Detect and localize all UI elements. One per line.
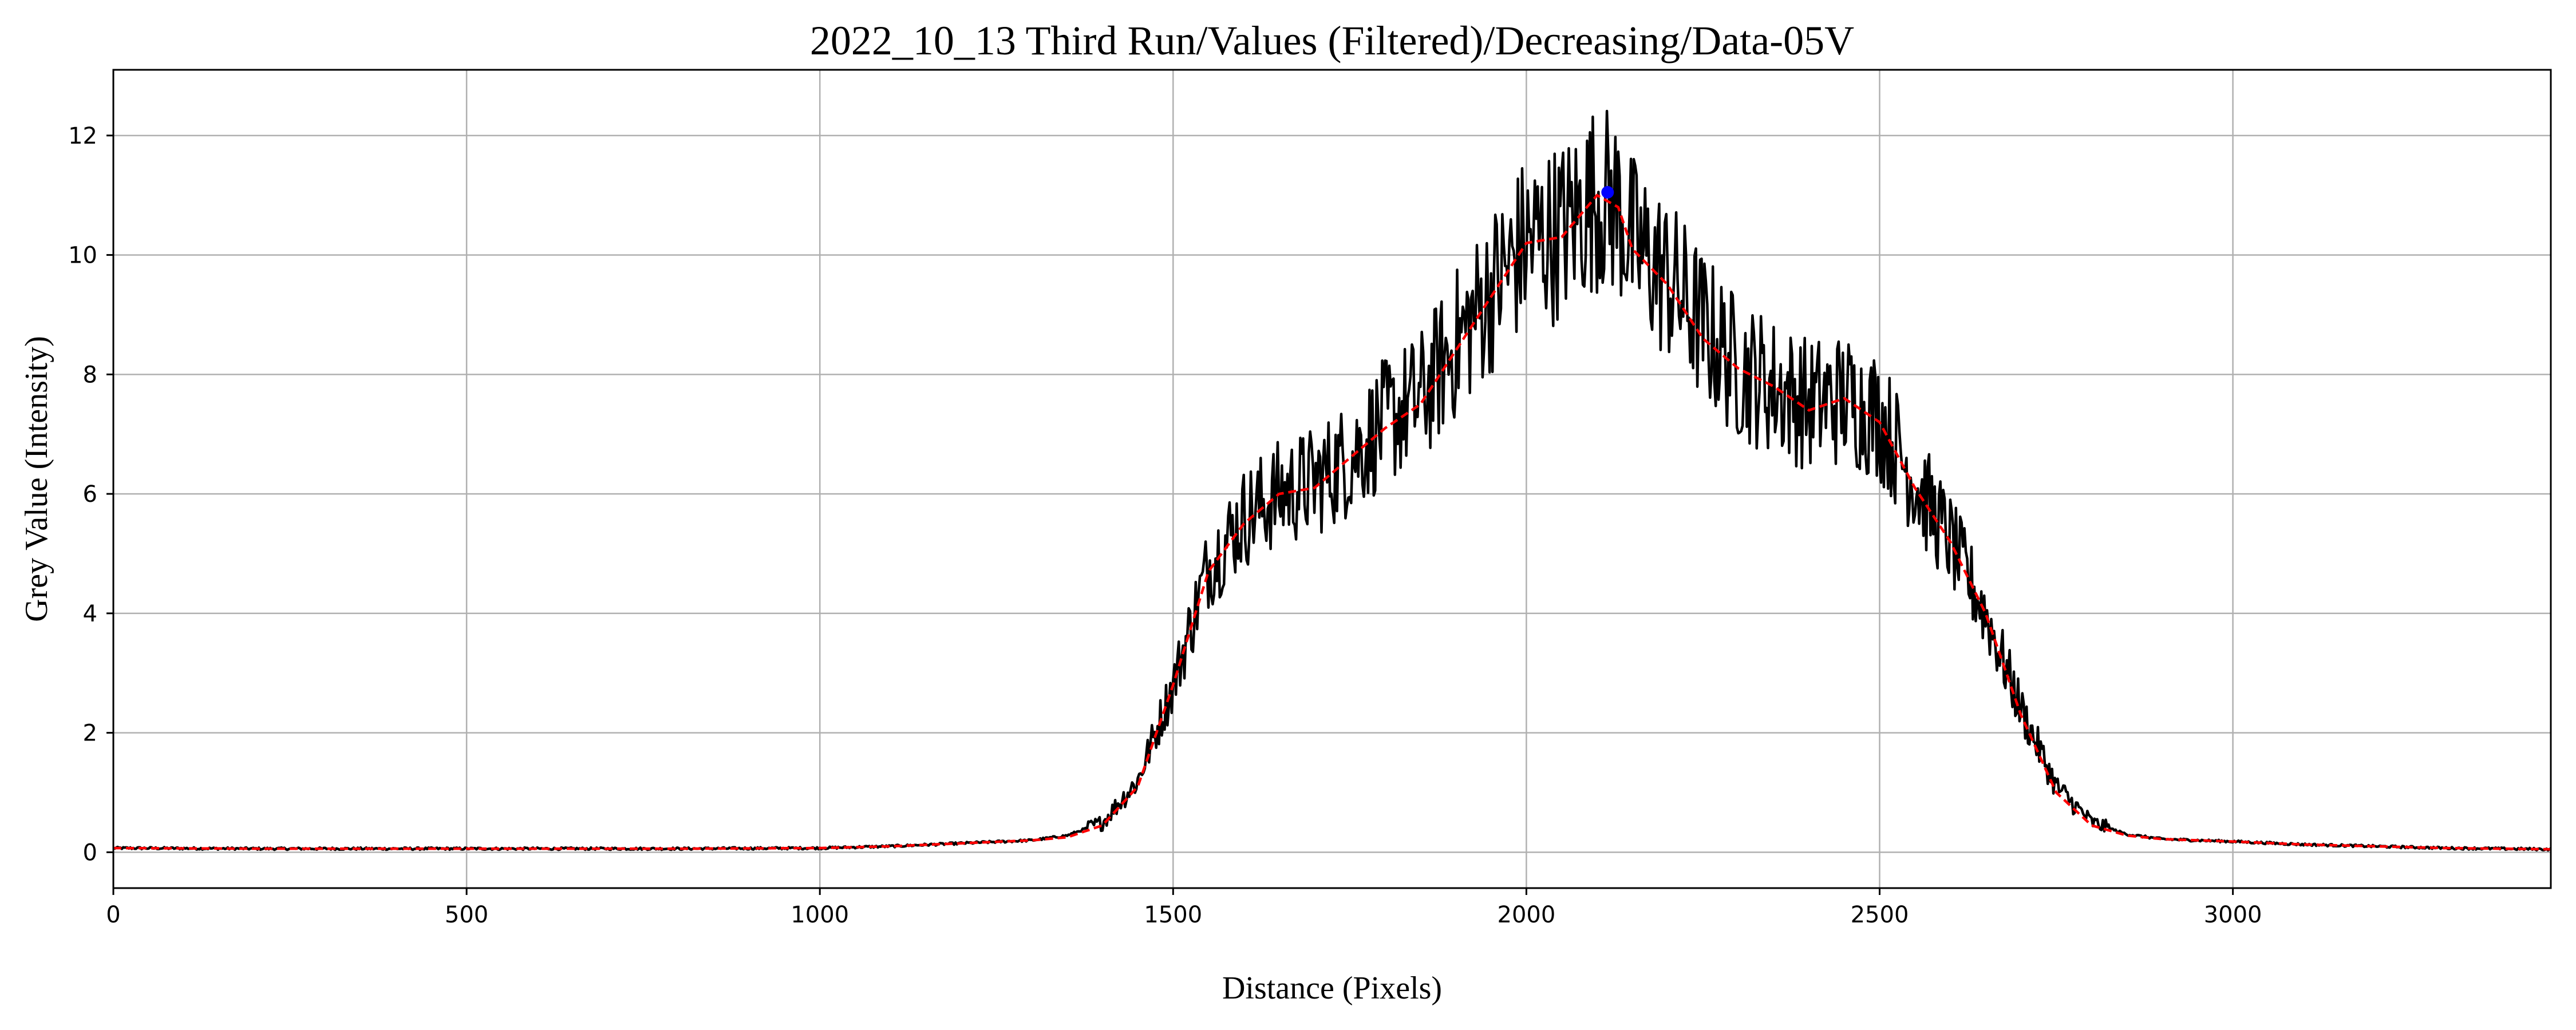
x-tick-label: 0 [106, 902, 120, 928]
x-tick-label: 2000 [1498, 902, 1556, 928]
x-tick-label: 500 [445, 902, 488, 928]
y-tick-label: 8 [83, 362, 97, 388]
y-tick-label: 4 [83, 601, 97, 627]
y-tick-label: 10 [68, 243, 97, 269]
plot-frame [112, 69, 2552, 889]
x-tick-label: 1000 [791, 902, 849, 928]
y-tick-label: 2 [83, 720, 97, 747]
y-tick-label: 0 [83, 839, 97, 866]
axis-ticks: 0 500 1000 1500 2000 2500 3000 0 2 4 6 8 10 12 [68, 123, 2262, 928]
y-tick-label: 6 [83, 481, 97, 508]
chart-title: 2022_10_13 Third Run/Values (Filtered)/D… [810, 18, 1854, 64]
y-axis-label: Grey Value (Intensity) [19, 336, 54, 622]
peak-marker [1601, 185, 1614, 199]
plot-area [112, 109, 2552, 852]
y-tick-label: 12 [68, 123, 97, 149]
x-tick-label: 1500 [1144, 902, 1202, 928]
x-tick-label: 3000 [2204, 902, 2262, 928]
smoothed-series-line [113, 193, 2551, 851]
grid [112, 70, 2551, 888]
data-series-line [112, 109, 2552, 852]
x-tick-label: 2500 [1851, 902, 1909, 928]
x-axis-label: Distance (Pixels) [1222, 970, 1442, 1006]
